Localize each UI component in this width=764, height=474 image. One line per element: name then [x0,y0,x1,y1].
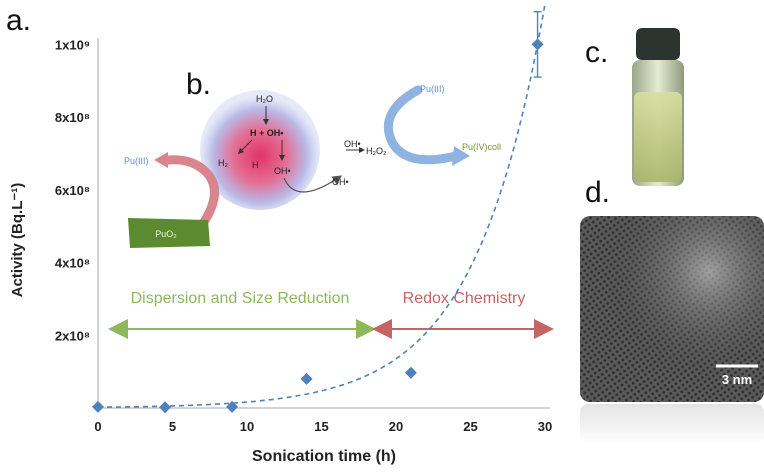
mechanism-scheme: H₂O H + OH• H₂ H OH• OH• OH• H₂O₂ Pu(III… [124,84,501,248]
y-tick-label: 6x10⁸ [55,183,90,198]
panel-label-d: d. [585,176,611,209]
vial-illustration [632,28,684,186]
scheme-h: H [252,160,259,170]
x-tick-label: 5 [169,419,176,434]
scheme-puo2: PuO₂ [155,229,177,239]
scale-bar-label: 3 nm [722,372,752,387]
y-tick-label: 8x10⁸ [55,110,90,125]
x-tick-label: 0 [94,419,101,434]
y-tick-label: 2x10⁸ [55,328,90,343]
arrow-puo2-to-pu3-head [154,152,168,168]
x-tick-label: 20 [389,419,403,434]
cavitation-bubble [200,90,320,210]
axes [97,38,550,409]
y-ticks: 2x10⁸ 4x10⁸ 6x10⁸ 8x10⁸ 1x10⁹ [55,37,90,343]
x-tick-label: 30 [538,419,552,434]
region-label-dispersion: Dispersion and Size Reduction [131,290,350,307]
x-tick-label: 10 [240,419,254,434]
x-ticks: 0 5 10 15 20 25 30 [94,419,552,434]
data-point [404,366,417,379]
panel-label-a: a. [6,4,32,37]
arrow-oh-out [283,175,342,193]
data-points [92,38,544,414]
x-axis-title: Sonication time (h) [252,448,396,465]
vial-photo [620,24,698,194]
data-point [226,400,239,413]
scheme-h-oh: H + OH• [250,128,283,138]
fit-curve [97,3,546,409]
panel-label-b: b. [186,68,212,101]
arrow-pu3-to-pu4 [383,85,461,165]
y-axis-title: Activity (Bq.L⁻¹) [9,183,26,298]
data-point [159,401,172,414]
x-tick-label: 25 [463,419,477,434]
data-point [92,400,104,413]
scheme-oh-top: OH• [344,139,361,149]
puo2-solid [128,218,210,248]
scheme-h2o2: H₂O₂ [366,146,387,156]
region-label-redox: Redox Chemistry [403,290,526,307]
tem-image: 3 nm [580,216,764,402]
panel-label-c: c. [585,36,609,69]
data-point [300,372,313,385]
scheme-h2o: H₂O [256,94,273,104]
data-point [531,38,544,51]
scheme-oh-right: OH• [332,177,349,187]
scheme-oh-center: OH• [274,166,291,176]
vial-liquid [634,92,682,182]
scheme-pu4: Pu(IV)coll [462,142,501,152]
scheme-pu3-right: Pu(III) [420,84,445,94]
arrow-puo2-to-pu3 [163,155,219,227]
x-tick-label: 15 [314,419,328,434]
tem-reflection [580,404,764,444]
vial-cap [636,28,680,60]
tem-lattice: 3 nm [580,216,764,402]
scheme-pu3-left: Pu(III) [124,156,149,166]
scheme-h2: H₂ [218,158,228,168]
arrow-pu3-to-pu4-head [452,146,470,166]
y-tick-label: 1x10⁹ [55,37,90,52]
chart: 0 5 10 15 20 25 30 2x10⁸ 4x10⁸ 6x10⁸ 8x10⁸ 1x10⁹ S… [9,3,554,465]
arrow-h-left [237,139,253,155]
y-tick-label: 4x10⁸ [55,256,90,271]
